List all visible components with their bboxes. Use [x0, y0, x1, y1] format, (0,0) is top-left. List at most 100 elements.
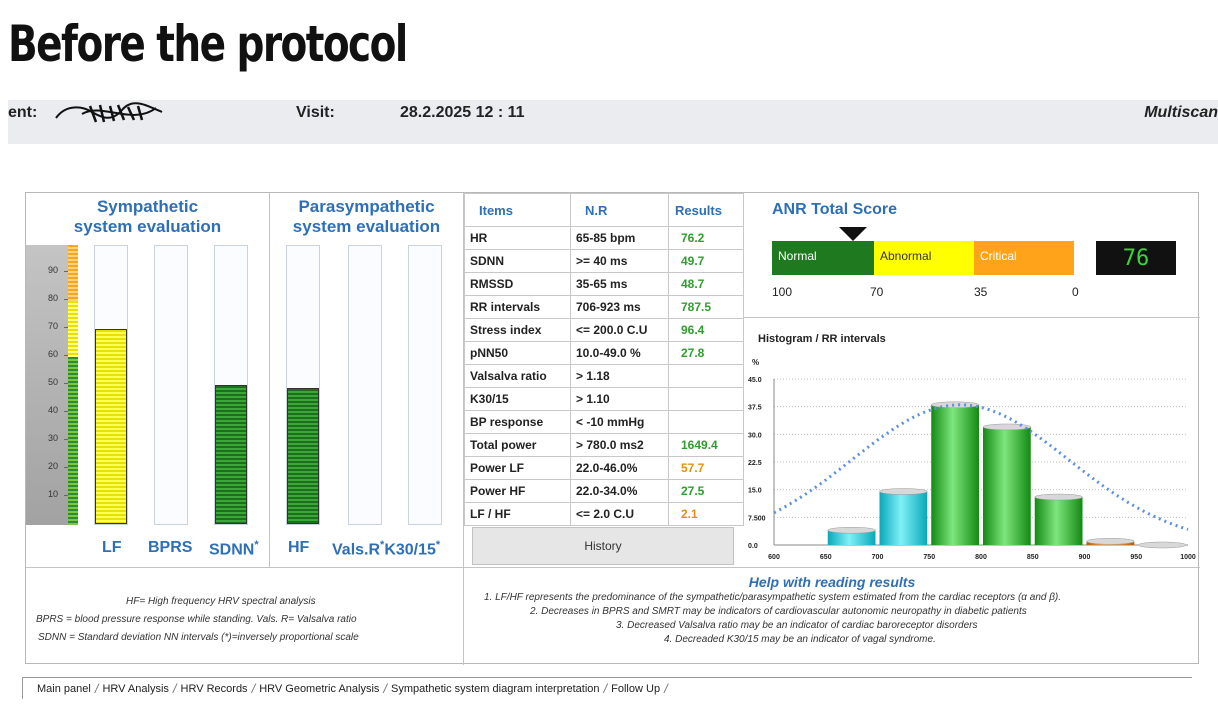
valsalva-label-text: Vals.R	[332, 541, 381, 559]
nr-cell: 10.0-49.0 %	[570, 341, 669, 365]
scale-tick: 90	[48, 265, 69, 275]
item-cell: SDNN	[464, 249, 571, 273]
table-header-row: Items N.R Results	[464, 193, 744, 227]
legend-line: HF= High frequency HRV spectral analysis	[126, 596, 316, 607]
histogram-bar-cap	[1086, 538, 1135, 545]
item-cell: Total power	[464, 433, 571, 457]
result-cell: 27.5	[668, 479, 744, 503]
abbreviations-legend: HF= High frequency HRV spectral analysis…	[26, 567, 464, 665]
rr-histogram-chart: % 45.0 37.5 30.0 22.5 15.0 7.500 0.0 600 650 700 7…	[748, 358, 1196, 561]
table-row: pNN50 10.0-49.0 % 27.8	[464, 341, 744, 365]
item-cell: LF / HF	[464, 502, 571, 526]
x-tick-label: 700	[872, 554, 884, 561]
col-header-items: Items	[464, 193, 571, 227]
table-row: Power LF 22.0-46.0% 57.7	[464, 456, 744, 480]
result-cell: 2.1	[668, 502, 744, 526]
scale-tick: 30	[48, 433, 69, 443]
scale-tick: 20	[48, 461, 69, 471]
scale-tick: 60	[48, 349, 69, 359]
history-button[interactable]: History	[472, 527, 734, 565]
help-line: 1. LF/HF represents the predominance of …	[484, 592, 1062, 603]
scale-tick: 70	[48, 321, 69, 331]
anr-title: ANR Total Score	[772, 201, 898, 218]
tab-separator: /	[383, 681, 388, 696]
distribution-curve	[773, 403, 1189, 531]
item-cell: Stress index	[464, 318, 571, 342]
x-tick-label: 600	[768, 554, 780, 561]
inverse-scale-marker: *	[254, 539, 259, 551]
nr-cell: 65-85 bpm	[570, 226, 669, 250]
inverse-scale-marker: *	[435, 539, 441, 551]
histogram-bar	[931, 404, 979, 545]
parasympathetic-title: Parasympathetic system evaluation	[292, 197, 441, 236]
bprs-bar-slot	[154, 245, 188, 525]
y-tick-label: 30.0	[748, 432, 762, 439]
x-tick-label: 1000	[1180, 554, 1196, 561]
sdnn-bar	[215, 385, 247, 524]
histogram-bar-cap	[1034, 493, 1083, 501]
item-cell: Valsalva ratio	[464, 364, 571, 388]
visit-date: 28.2.2025 12 : 11	[400, 104, 525, 121]
help-title: Help with reading results	[748, 574, 916, 590]
table-row: SDNN >= 40 ms 49.7	[464, 249, 744, 273]
scale-tick: 40	[48, 405, 69, 415]
histogram-bar	[827, 530, 876, 545]
result-cell: 96.4	[668, 318, 744, 342]
result-cell: 57.7	[668, 456, 744, 480]
nr-cell: < -10 mmHg	[570, 410, 669, 434]
k3015-label-text: K30/15	[384, 541, 436, 559]
y-tick-label: 45.0	[748, 377, 762, 384]
result-cell	[668, 387, 744, 411]
table-row: RMSSD 35-65 ms 48.7	[464, 272, 744, 296]
hf-bar	[287, 387, 319, 524]
x-tick-label: 850	[1027, 554, 1039, 561]
anr-score-display: 76	[1096, 241, 1176, 275]
anr-segment-critical: Critical	[974, 241, 1074, 275]
item-cell: RR intervals	[464, 295, 571, 319]
valsalva-bar-slot	[348, 245, 382, 525]
bprs-label: BPRS	[148, 539, 193, 556]
table-row: Stress index <= 200.0 C.U 96.4	[464, 318, 744, 342]
table-row: RR intervals 706-923 ms 787.5	[464, 295, 744, 319]
redacted-patient-name-scribble	[55, 102, 163, 123]
tab-sympathetic-diagram[interactable]: Sympathetic system diagram interpretatio…	[391, 682, 600, 695]
visit-label: Visit:	[296, 104, 335, 121]
result-cell: 49.7	[668, 249, 744, 273]
parasympathetic-panel: Parasympathetic system evaluation HF Val…	[270, 193, 464, 567]
x-tick-label: 750	[923, 554, 935, 561]
anr-pointer-icon	[839, 227, 867, 241]
legend-line: SDNN = Standard deviation NN intervals (…	[38, 632, 359, 643]
result-cell: 48.7	[668, 272, 744, 296]
tab-hrv-geometric-analysis[interactable]: HRV Geometric Analysis	[259, 682, 380, 695]
valsalva-label: Vals.R*K30/15*	[332, 539, 440, 559]
tab-separator: /	[94, 681, 99, 696]
histogram-bar-cap	[931, 401, 980, 409]
tab-separator: /	[251, 681, 256, 696]
scale-background	[26, 245, 70, 525]
table-row: Power HF 22.0-34.0% 27.5	[464, 479, 744, 503]
rr-histogram-panel: Histogram / RR intervals % 45.0 37.5 30.0 2…	[744, 319, 1200, 567]
sdnn-bar-slot	[214, 245, 248, 525]
tab-follow-up[interactable]: Follow Up	[611, 682, 661, 695]
y-tick-label: 0.0	[748, 543, 758, 550]
app-name: Multiscan	[1144, 104, 1218, 121]
x-tick-label: 950	[1130, 554, 1142, 561]
item-cell: pNN50	[464, 341, 571, 365]
nr-cell: >= 40 ms	[570, 249, 669, 273]
item-cell: RMSSD	[464, 272, 571, 296]
result-cell	[668, 410, 744, 434]
tab-hrv-records[interactable]: HRV Records	[180, 682, 248, 695]
sdnn-label: SDNN*	[209, 539, 259, 559]
table-row: BP response < -10 mmHg	[464, 410, 744, 434]
item-cell: Power HF	[464, 479, 571, 503]
tab-main-panel[interactable]: Main panel	[37, 682, 91, 695]
sympathetic-panel: Sympathetic system evaluation 90 80 70 6…	[26, 193, 270, 567]
tab-hrv-analysis[interactable]: HRV Analysis	[102, 682, 169, 695]
histogram-bar	[983, 426, 1031, 545]
nr-cell: 22.0-34.0%	[570, 479, 669, 503]
tab-separator: /	[603, 681, 608, 696]
anr-scale-label: 35	[974, 285, 988, 299]
x-tick-label: 650	[820, 554, 832, 561]
patient-header: ent: Visit: 28.2.2025 12 : 11 Multiscan	[8, 100, 1218, 144]
help-panel: Help with reading results 1. LF/HF repre…	[464, 567, 1200, 665]
